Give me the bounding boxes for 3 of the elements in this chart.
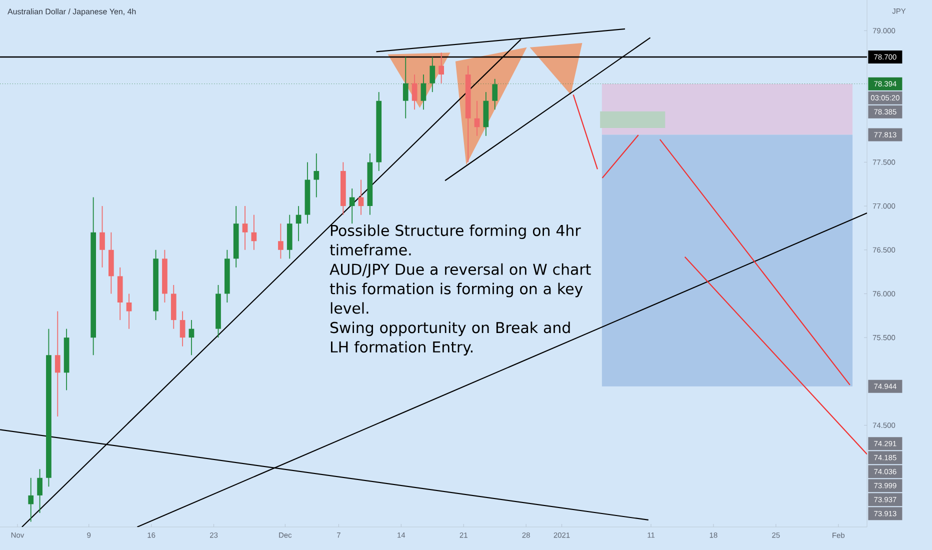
annotation: Possible Structure forming on 4hr timeframe. [330, 224, 581, 256]
annotation: AUD/JPY Due a reversal on W chart this formation is forming on a key level. [330, 263, 591, 314]
annotation: Swing opportunity on Break and LH formation Entry. [330, 322, 570, 356]
